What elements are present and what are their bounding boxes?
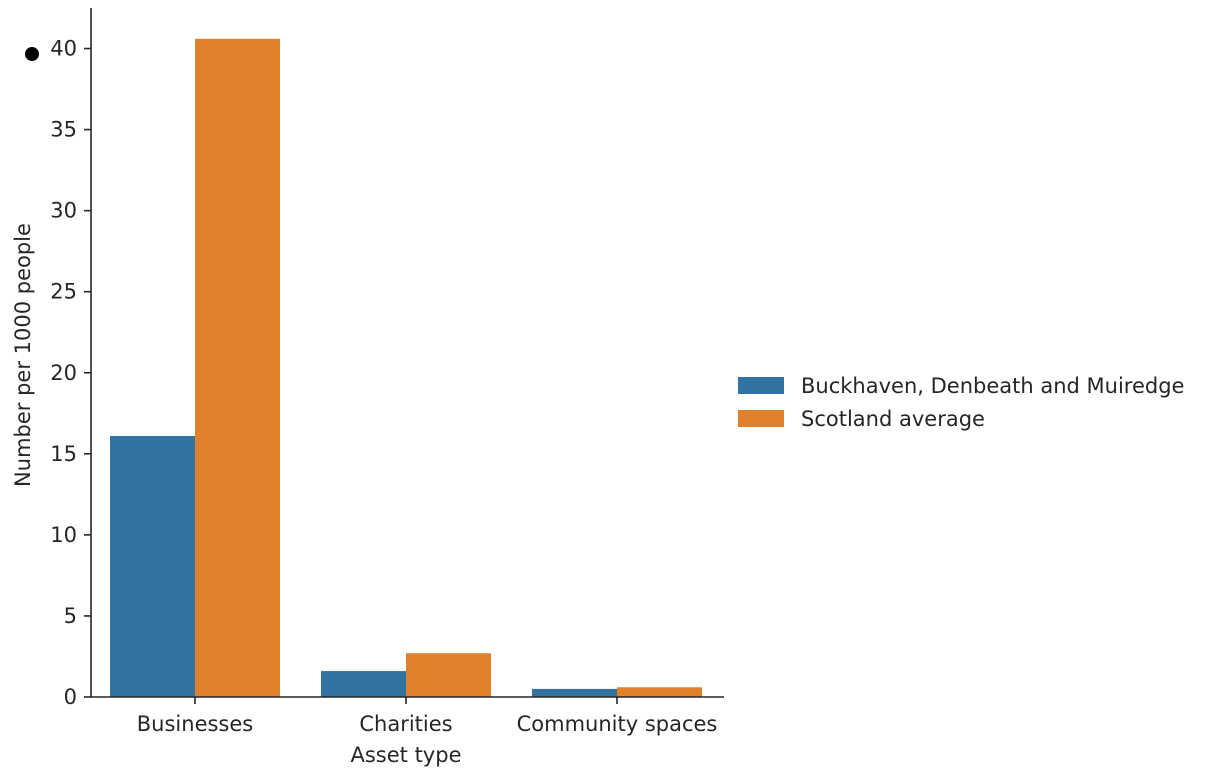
y-tick-label: 20 — [50, 361, 77, 385]
legend-swatch — [738, 410, 784, 427]
y-tick-label: 40 — [50, 37, 77, 61]
bar — [110, 436, 195, 697]
x-tick-label: Community spaces — [517, 712, 718, 736]
bars — [110, 39, 702, 697]
y-axis: 0 5 10 15 20 25 30 35 40 — [50, 37, 91, 709]
marker-dot — [25, 47, 39, 61]
y-tick-label: 5 — [64, 604, 77, 628]
bar — [406, 653, 491, 697]
y-tick-label: 25 — [50, 280, 77, 304]
y-axis-label: Number per 1000 people — [11, 223, 35, 487]
y-tick-label: 0 — [64, 685, 77, 709]
bar — [532, 689, 617, 697]
legend-swatch — [738, 377, 784, 394]
x-axis: Businesses Charities Community spaces — [137, 697, 718, 736]
bar — [195, 39, 280, 697]
x-tick-label: Charities — [359, 712, 452, 736]
x-axis-label: Asset type — [351, 743, 462, 767]
bar — [321, 671, 406, 697]
y-tick-label: 35 — [50, 118, 77, 142]
y-tick-label: 15 — [50, 442, 77, 466]
legend: Buckhaven, Denbeath and Muiredge Scotland… — [738, 374, 1184, 431]
legend-label: Buckhaven, Denbeath and Muiredge — [801, 374, 1184, 398]
y-tick-label: 10 — [50, 523, 77, 547]
legend-label: Scotland average — [801, 407, 985, 431]
y-tick-label: 30 — [50, 199, 77, 223]
bar — [617, 687, 702, 697]
x-tick-label: Businesses — [137, 712, 253, 736]
